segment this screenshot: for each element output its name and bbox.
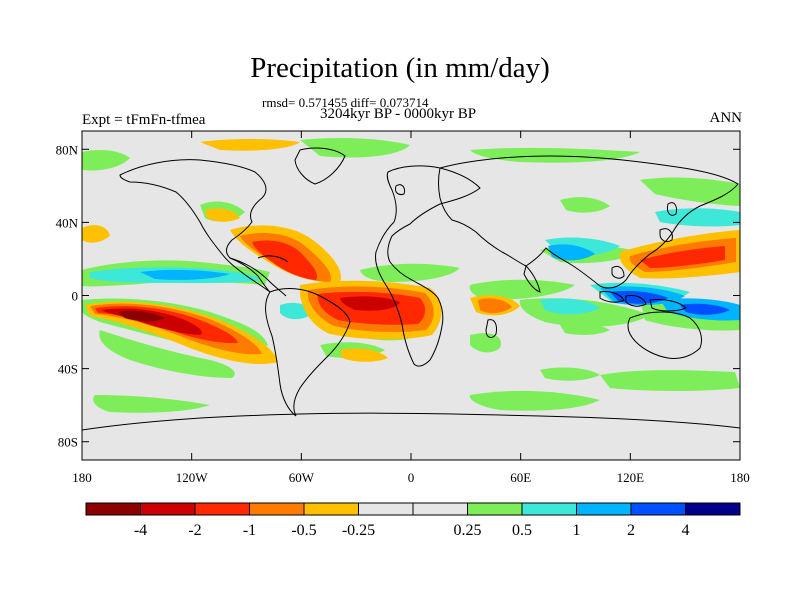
colorbar-label: 0.25	[454, 522, 482, 539]
colorbar: -4 -2 -1 -0.5 -0.25 0.25 0.5 1 2 4	[85, 502, 741, 539]
lon-tick-label: 60W	[289, 470, 315, 485]
colorbar-label: -0.25	[342, 522, 375, 539]
lat-tick-label: 40N	[56, 215, 79, 230]
colorbar-swatch	[85, 502, 141, 516]
colorbar-label: -1	[243, 522, 256, 539]
colorbar-label: 1	[573, 522, 581, 539]
colorbar-label: 4	[682, 522, 690, 539]
lon-tick-label: 0	[408, 470, 415, 485]
lon-tick-label: 120W	[176, 470, 209, 485]
colorbar-swatch	[467, 502, 523, 516]
season-label: ANN	[709, 110, 743, 126]
experiment-label: Expt = tFmFn-tfmea	[82, 112, 206, 128]
period-text: 3204kyr BP - 0000kyr BP	[320, 106, 477, 122]
lat-tick-label: 0	[72, 289, 79, 304]
axis-layer: 80N 40N 0 40S 80S 180 120W 60W 0 60E 120E 180	[56, 131, 750, 485]
colorbar-label: -2	[188, 522, 201, 539]
darkred-contours	[118, 310, 165, 322]
colorbar-swatch	[521, 502, 577, 516]
colorbar-swatch	[630, 502, 686, 516]
colorbar-label: 0.5	[512, 522, 532, 539]
lat-tick-label: 40S	[58, 362, 78, 377]
colorbar-swatch	[358, 502, 414, 516]
lon-tick-label: 60E	[510, 470, 531, 485]
precip-anomaly-field	[82, 137, 740, 431]
lon-tick-label: 120E	[617, 470, 645, 485]
colorbar-label: -4	[134, 522, 147, 539]
lat-tick-label: 80N	[56, 142, 79, 157]
lon-tick-label: 180	[72, 470, 92, 485]
lat-tick-label: 80S	[58, 435, 78, 450]
stats-text: rmsd= 0.571455 diff= 0.073714	[262, 95, 429, 110]
colorbar-swatch	[249, 502, 305, 516]
chart-title: Precipitation (in mm/day)	[250, 52, 550, 84]
lon-tick-label: 180	[730, 470, 750, 485]
colorbar-swatch	[412, 502, 468, 516]
colorbar-swatch	[194, 502, 250, 516]
colorbar-swatch	[576, 502, 632, 516]
colorbar-swatch	[685, 502, 741, 516]
colorbar-swatch	[140, 502, 196, 516]
colorbar-label: 2	[627, 522, 635, 539]
coastlines	[82, 147, 740, 431]
colorbar-label: -0.5	[291, 522, 316, 539]
colorbar-swatch	[303, 502, 359, 516]
